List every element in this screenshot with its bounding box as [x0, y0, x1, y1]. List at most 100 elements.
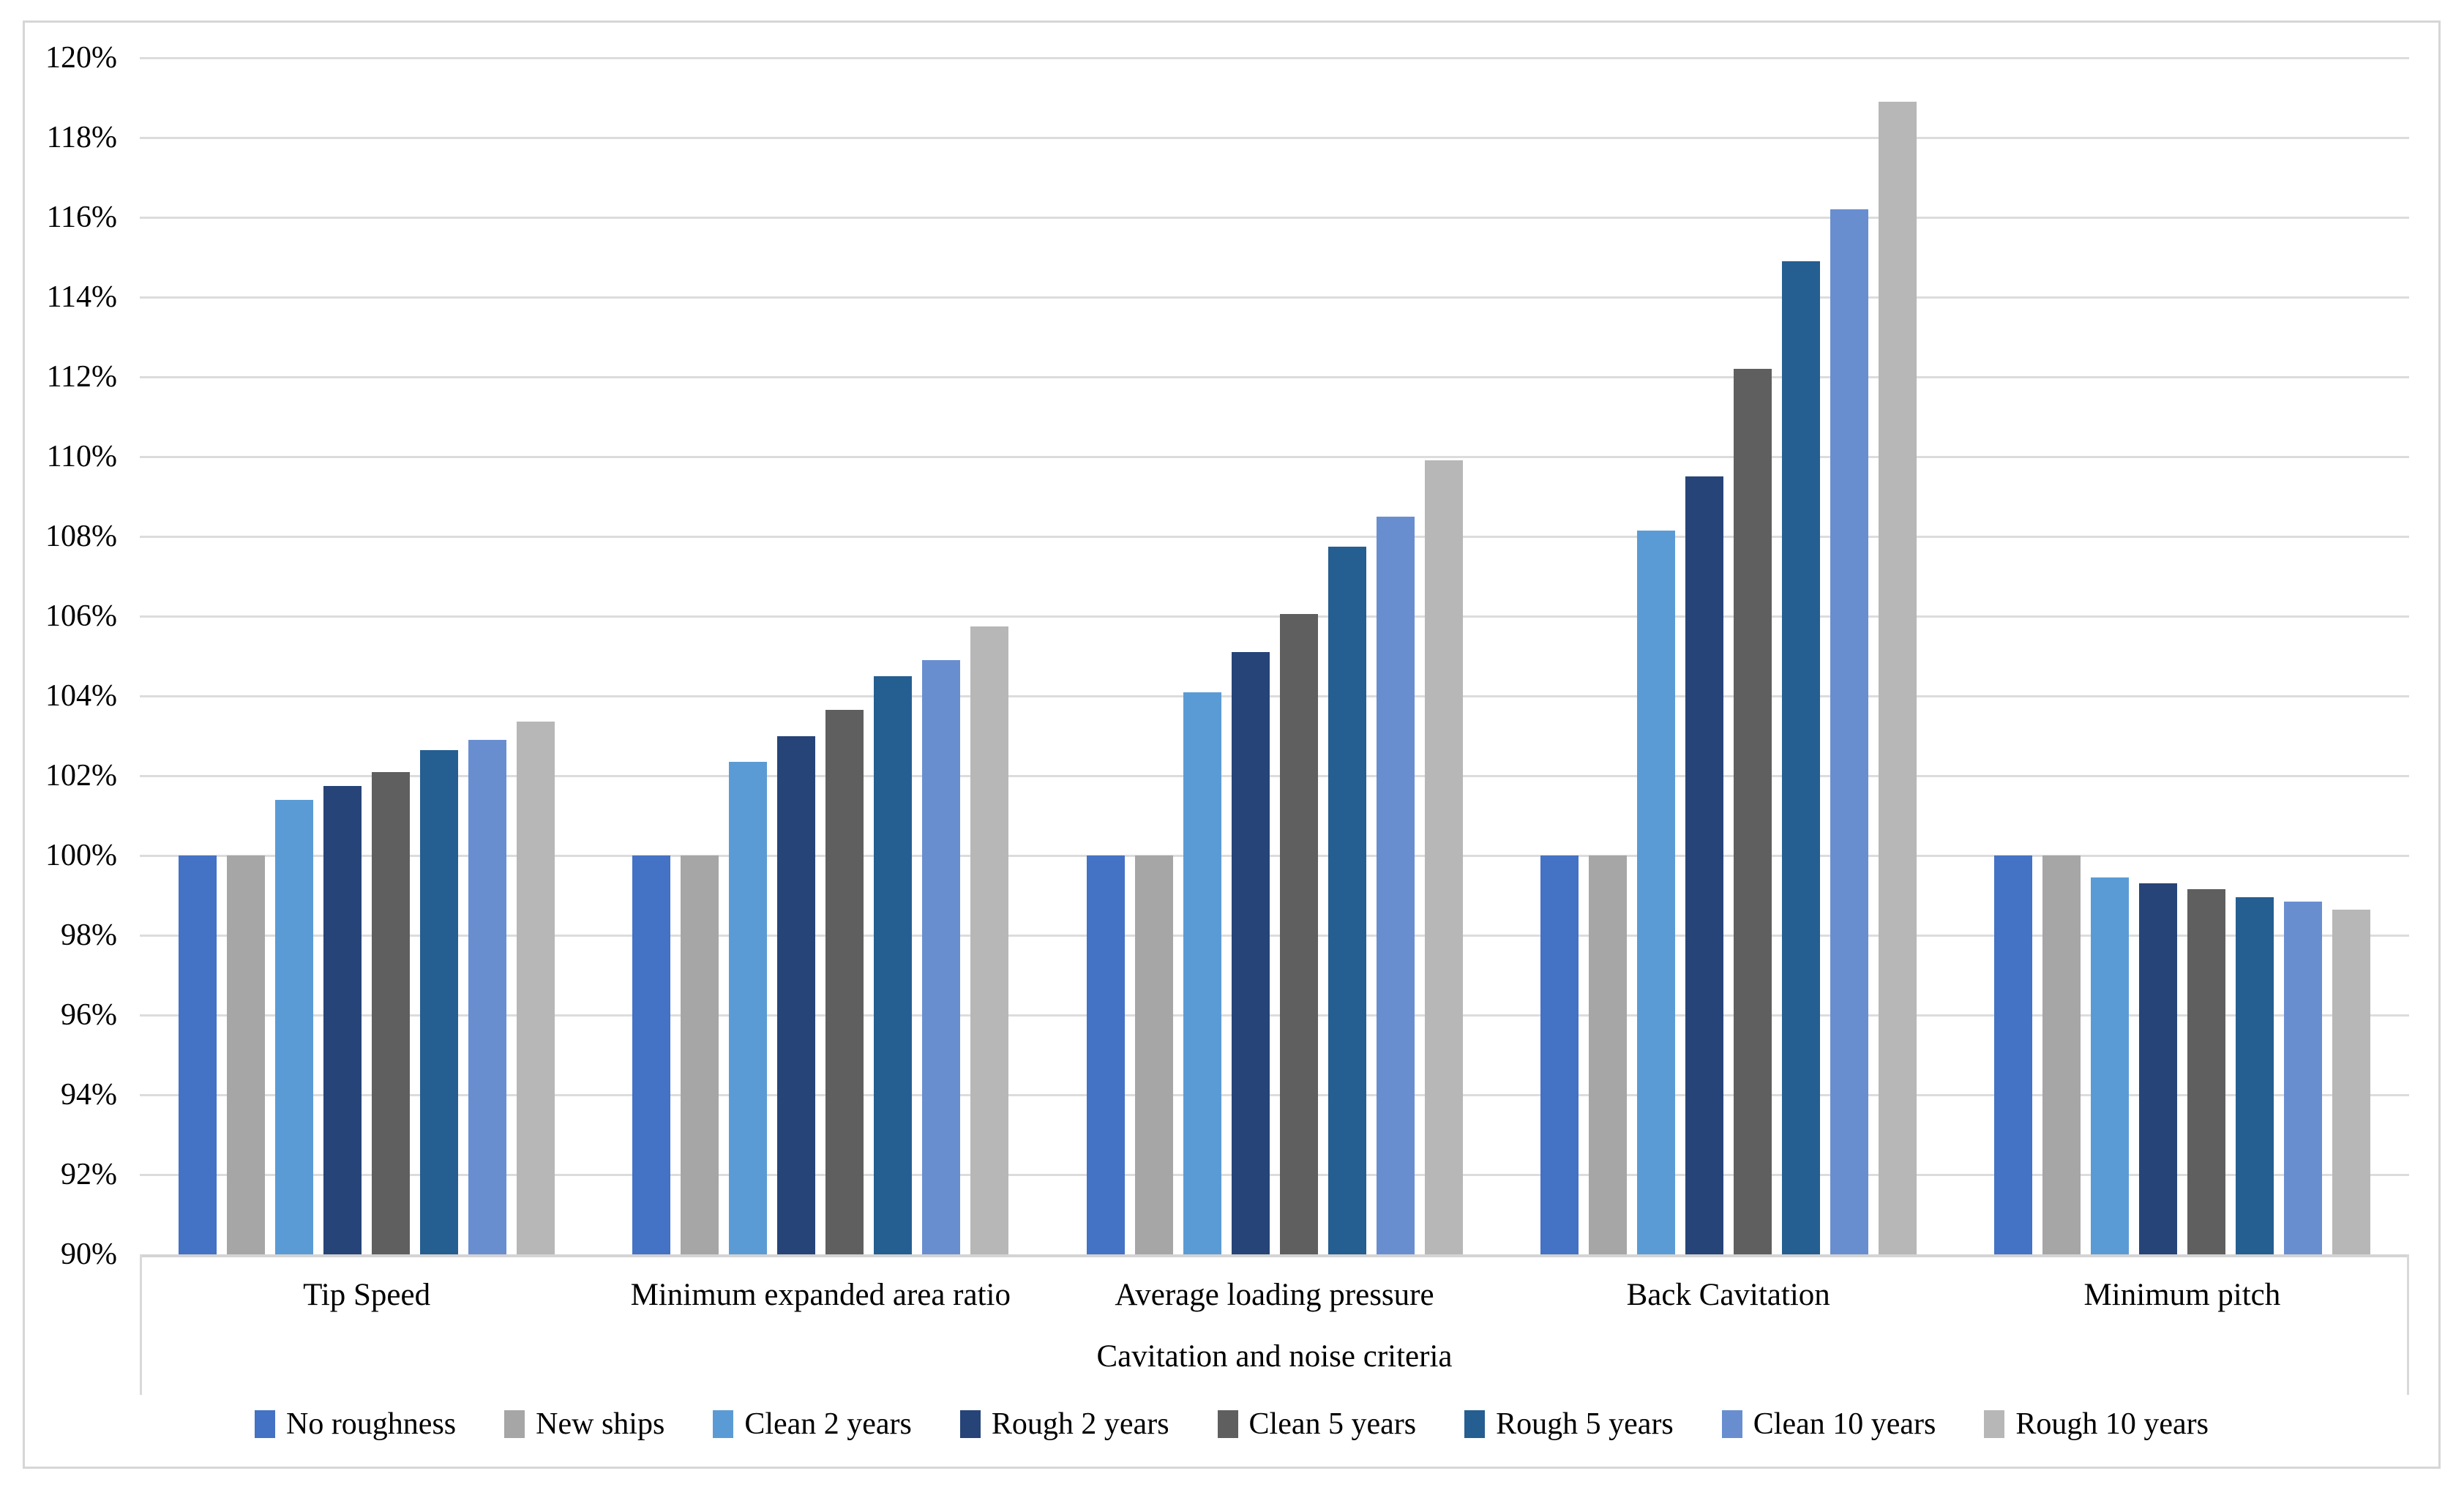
gridline-112%: [140, 375, 2409, 378]
bar-rough-2-years-back-cavitation: [1685, 476, 1723, 1254]
legend-swatch-icon: [713, 1410, 734, 1438]
legend-item-new-ships: New ships: [504, 1407, 664, 1441]
y-tick-label-94%: 94%: [61, 1078, 117, 1112]
legend-label: Rough 10 years: [2015, 1407, 2209, 1441]
bar-clean-2-years-average-loading-pressure: [1183, 692, 1221, 1254]
y-tick-label-118%: 118%: [46, 121, 117, 154]
bar-rough-2-years-average-loading-pressure: [1231, 652, 1270, 1254]
gridline-116%: [140, 216, 2409, 219]
gridline-118%: [140, 136, 2409, 139]
bar-clean-5-years-minimum-pitch: [2187, 889, 2225, 1254]
bar-clean-10-years-minimum-pitch: [2283, 901, 2322, 1254]
gridline-108%: [140, 535, 2409, 538]
bar-clean-10-years-tip-speed: [468, 739, 507, 1254]
legend-swatch-icon: [1217, 1410, 1238, 1438]
y-axis-tick-labels: 90% 92% 94% 96% 98% 100% 102% 104% 106% 108% 110% 1…: [25, 42, 117, 1270]
bar-clean-5-years-tip-speed: [372, 771, 411, 1254]
bar-clean-5-years-minimum-expanded-area-ratio: [825, 710, 864, 1254]
legend-item-no-roughness: No roughness: [254, 1407, 457, 1441]
gridline-106%: [140, 615, 2409, 618]
x-axis-category-labels: Tip Speed Minimum expanded area ratio Aver…: [140, 1254, 2409, 1335]
x-category-label-average-loading-pressure: Average loading pressure: [1115, 1277, 1434, 1312]
x-axis-line: [140, 1254, 2409, 1257]
gridline-104%: [140, 695, 2409, 697]
legend-item-clean-10-years: Clean 10 years: [1721, 1407, 1936, 1441]
bar-clean-2-years-back-cavitation: [1636, 530, 1675, 1254]
bar-rough-10-years-minimum-expanded-area-ratio: [970, 626, 1009, 1254]
bar-rough-5-years-average-loading-pressure: [1328, 546, 1366, 1254]
bar-no-roughness-minimum-pitch: [1993, 856, 2032, 1254]
legend-label: New ships: [536, 1407, 665, 1441]
bar-rough-10-years-average-loading-pressure: [1424, 460, 1463, 1254]
legend-item-clean-5-years: Clean 5 years: [1217, 1407, 1417, 1441]
bar-clean-10-years-average-loading-pressure: [1376, 516, 1415, 1254]
y-tick-label-92%: 92%: [61, 1158, 117, 1191]
bar-rough-5-years-tip-speed: [420, 749, 459, 1254]
bar-clean-5-years-back-cavitation: [1733, 369, 1772, 1254]
bar-no-roughness-minimum-expanded-area-ratio: [632, 856, 671, 1254]
bar-rough-10-years-back-cavitation: [1878, 101, 1917, 1254]
legend: No roughness New ships Clean 2 years Rough …: [25, 1395, 2438, 1453]
legend-label: No roughness: [285, 1407, 457, 1441]
bar-no-roughness-back-cavitation: [1540, 856, 1579, 1254]
bar-clean-10-years-minimum-expanded-area-ratio: [922, 659, 961, 1254]
legend-label: Rough 2 years: [991, 1407, 1169, 1441]
bar-new-ships-minimum-expanded-area-ratio: [681, 856, 719, 1254]
y-tick-label-120%: 120%: [45, 41, 117, 75]
bar-clean-2-years-tip-speed: [275, 799, 314, 1254]
y-tick-label-96%: 96%: [61, 998, 117, 1032]
bar-rough-10-years-minimum-pitch: [2332, 909, 2370, 1254]
y-tick-label-102%: 102%: [45, 759, 117, 793]
gridline-120%: [140, 56, 2409, 59]
y-tick-label-114%: 114%: [46, 280, 117, 314]
bar-rough-5-years-minimum-pitch: [2235, 897, 2274, 1254]
bar-new-ships-tip-speed: [227, 856, 266, 1254]
legend-swatch-icon: [254, 1410, 275, 1438]
legend-label: Clean 5 years: [1248, 1407, 1417, 1441]
plot-area: [140, 56, 2409, 1395]
bar-rough-10-years-tip-speed: [517, 722, 555, 1254]
bars-layer: [140, 58, 2409, 1254]
x-category-label-back-cavitation: Back Cavitation: [1626, 1277, 1830, 1312]
y-tick-label-98%: 98%: [61, 918, 117, 952]
gridline-98%: [140, 934, 2409, 937]
axis-edge-tick-right: [2407, 1254, 2409, 1395]
y-tick-label-104%: 104%: [45, 679, 117, 713]
y-tick-label-110%: 110%: [46, 440, 117, 473]
gridline-94%: [140, 1093, 2409, 1096]
bar-clean-2-years-minimum-pitch: [2090, 877, 2129, 1254]
legend-label: Clean 2 years: [744, 1407, 912, 1441]
bar-clean-2-years-minimum-expanded-area-ratio: [729, 761, 768, 1254]
chart-figure: 90% 92% 94% 96% 98% 100% 102% 104% 106% 108% 110% 1…: [23, 20, 2441, 1469]
axis-edge-tick-left: [140, 1254, 142, 1395]
legend-swatch-icon: [1464, 1410, 1486, 1438]
bar-new-ships-back-cavitation: [1588, 856, 1627, 1254]
gridline-110%: [140, 455, 2409, 458]
bar-no-roughness-average-loading-pressure: [1086, 856, 1125, 1254]
bar-new-ships-average-loading-pressure: [1134, 856, 1173, 1254]
legend-item-rough-10-years: Rough 10 years: [1984, 1407, 2209, 1441]
legend-item-rough-5-years: Rough 5 years: [1464, 1407, 1674, 1441]
legend-label: Clean 10 years: [1753, 1407, 1936, 1441]
bar-rough-5-years-back-cavitation: [1781, 261, 1820, 1254]
bar-new-ships-minimum-pitch: [2042, 856, 2081, 1254]
gridline-96%: [140, 1014, 2409, 1017]
gridline-100%: [140, 854, 2409, 857]
legend-swatch-icon: [504, 1410, 525, 1438]
x-category-label-minimum-pitch: Minimum pitch: [2083, 1277, 2281, 1312]
bar-rough-2-years-minimum-expanded-area-ratio: [777, 735, 816, 1254]
x-category-label-minimum-expanded-area-ratio: Minimum expanded area ratio: [630, 1277, 1011, 1312]
bar-no-roughness-tip-speed: [179, 856, 217, 1254]
x-axis-title: Cavitation and noise criteria: [1096, 1339, 1453, 1374]
legend-swatch-icon: [1721, 1410, 1742, 1438]
y-tick-label-116%: 116%: [46, 201, 117, 234]
bar-rough-2-years-tip-speed: [323, 785, 362, 1254]
y-tick-label-112%: 112%: [46, 360, 117, 394]
gridline-102%: [140, 774, 2409, 777]
gridline-114%: [140, 296, 2409, 299]
bar-clean-5-years-average-loading-pressure: [1279, 614, 1318, 1254]
bar-rough-5-years-minimum-expanded-area-ratio: [874, 675, 913, 1254]
y-tick-label-100%: 100%: [45, 839, 117, 872]
legend-swatch-icon: [1984, 1410, 2005, 1438]
bar-rough-2-years-minimum-pitch: [2138, 883, 2177, 1254]
